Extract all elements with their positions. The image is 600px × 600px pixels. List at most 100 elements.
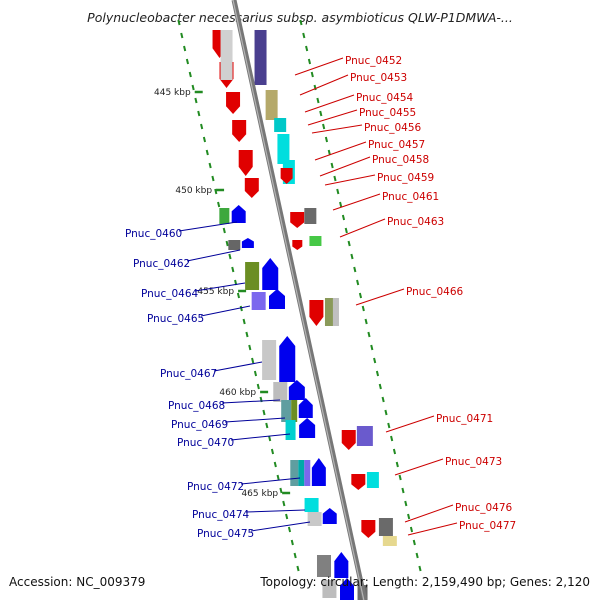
gene-arrow [262,258,279,290]
tick-mark [285,513,289,520]
leader-line [213,361,263,372]
gene-block [322,580,337,598]
tick-mark [398,474,402,481]
gene-block [291,400,298,422]
accession-text: Accession: NC_009379 [9,575,146,589]
tick-mark [350,253,354,260]
tick-mark [185,58,190,65]
tick-mark [384,409,388,416]
tick-mark [390,435,394,442]
labels: Pnuc_0452 Pnuc_0453 Pnuc_0454 Pnuc_0455 Pnuc… [125,55,516,540]
gene-label-left: Pnuc_0469 [171,419,228,431]
leader-line [355,288,405,306]
tick-mark [324,136,329,143]
gene-label-left: Pnuc_0465 [147,313,204,325]
tick-mark [205,149,209,156]
leader-line [332,193,381,211]
tick-mark [253,370,258,377]
leader-line [307,109,358,126]
leader-line [324,174,376,186]
gene-label-left: Pnuc_0460 [125,228,182,240]
tick-mark [401,487,405,494]
gene-features [212,30,397,600]
leader-line [250,521,311,532]
gene-label-right: Pnuc_0459 [377,172,434,184]
tick-mark [361,305,365,312]
gene-label-left: Pnuc_0462 [133,258,190,270]
gene-arrow [322,508,337,524]
tick-mark [339,201,343,208]
tick-mark [251,357,255,364]
leader-line [230,433,291,441]
tick-mark [177,19,181,26]
tick-mark [180,32,184,39]
gene-arrow [244,178,259,198]
tick-mark [268,435,272,442]
gene-block [228,240,241,250]
gene-block [316,555,331,577]
leader-line [385,415,435,433]
gene-label-left: Pnuc_0468 [168,400,225,412]
leader-line [178,221,238,232]
tick-mark [364,318,368,325]
backbone-line [231,0,368,600]
gene-block [366,472,379,488]
gene-arrow [241,238,254,248]
tick-mark [256,383,260,390]
gene-block [309,236,322,246]
tick-mark [310,71,314,78]
leader-line [407,522,458,536]
gene-label-right: Pnuc_0457 [368,139,425,151]
dna-backbone [231,0,368,600]
kbp-label: 450 kbp [175,186,212,196]
tick-mark [273,461,277,468]
tick-mark [245,331,249,338]
tick-mark [344,227,348,234]
gene-block [274,118,287,132]
tick-mark [327,149,331,156]
tick-mark [290,539,294,546]
tick-mark [282,500,286,507]
gene-arrow [309,300,324,326]
tick-mark [367,331,371,338]
gene-label-right: Pnuc_0453 [350,72,407,84]
gene-arrow [298,398,313,418]
gene-arrow [311,458,326,486]
tick-mark [231,266,235,273]
tick-mark [319,110,323,117]
gene-arrow [351,474,366,490]
tick-mark [276,474,280,481]
tick-mark [313,84,317,91]
gene-block [277,134,290,164]
gene-arrow [269,289,286,309]
gene-arrow [288,380,305,400]
leader-line [394,458,444,476]
leader-line [240,477,301,485]
tick-mark [197,110,201,117]
kbp-label: 455 kbp [197,287,234,297]
gene-label-right: Pnuc_0463 [387,216,444,228]
gene-block [378,518,393,536]
tick-mark [239,305,243,312]
gene-block [324,298,333,326]
tick-mark [316,97,320,104]
tick-mark [395,461,399,468]
tick-mark [392,448,397,455]
leader-line [294,57,344,76]
gene-block [219,208,230,224]
tick-mark [202,136,207,143]
gene-block [265,90,278,120]
gene-block [245,262,260,290]
gene-label-right: Pnuc_0471 [436,413,493,425]
leader-line [299,74,349,96]
gene-label-right: Pnuc_0454 [356,92,414,104]
tick-mark [378,383,382,390]
leader-line [186,249,241,262]
gene-label-right: Pnuc_0477 [459,520,516,532]
tick-mark [236,292,241,299]
kbp-label: 445 kbp [154,88,191,98]
tick-mark [194,97,198,104]
tick-mark [412,539,416,546]
tick-mark [225,240,229,247]
